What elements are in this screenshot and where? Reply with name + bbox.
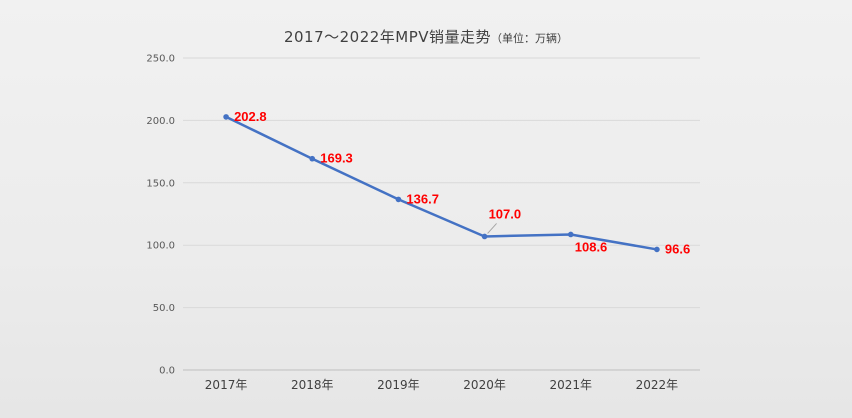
data-label: 169.3 — [320, 151, 353, 166]
data-points — [223, 114, 660, 253]
data-label: 108.6 — [575, 239, 608, 254]
label-leader-line — [487, 223, 497, 234]
data-point — [395, 196, 402, 203]
data-point — [309, 155, 316, 162]
data-point — [567, 231, 574, 238]
y-tick-label: 100.0 — [146, 241, 175, 252]
series-line — [224, 115, 659, 251]
y-tick-label: 50.0 — [153, 303, 175, 314]
chart-title-unit: （单位：万辆） — [491, 32, 569, 45]
y-tick-label: 0.0 — [159, 366, 175, 377]
data-label: 96.6 — [665, 241, 690, 256]
data-label: 136.7 — [406, 191, 439, 206]
x-tick-label: 2017年 — [205, 378, 248, 392]
y-tick-labels: 0.0 50.0 100.0 150.0 200.0 250.0 — [146, 54, 175, 377]
y-tick-label: 150.0 — [146, 178, 175, 189]
data-point — [654, 246, 660, 253]
gridlines — [183, 57, 700, 309]
x-tick-labels: 2017年 2018年 2019年 2020年 2021年 2022年 — [205, 378, 678, 392]
data-point — [481, 233, 488, 240]
chart-title-main: 2017～2022年MPV销量走势 — [283, 28, 492, 46]
x-tick-label: 2018年 — [291, 378, 334, 392]
y-tick-label: 200.0 — [146, 116, 175, 127]
x-tick-label: 2020年 — [463, 378, 506, 392]
data-point — [223, 114, 229, 120]
data-label: 107.0 — [489, 206, 522, 221]
x-tick-label: 2019年 — [377, 378, 420, 392]
chart-title: 2017～2022年MPV销量走势（单位：万辆） — [0, 26, 852, 47]
data-label: 202.8 — [234, 109, 267, 124]
x-tick-label: 2022年 — [636, 378, 679, 392]
data-labels: 202.8 169.3 136.7 107.0 108.6 96.6 — [234, 109, 690, 257]
y-tick-label: 250.0 — [146, 54, 175, 65]
series-polyline — [224, 115, 659, 251]
x-tick-label: 2021年 — [549, 378, 592, 392]
